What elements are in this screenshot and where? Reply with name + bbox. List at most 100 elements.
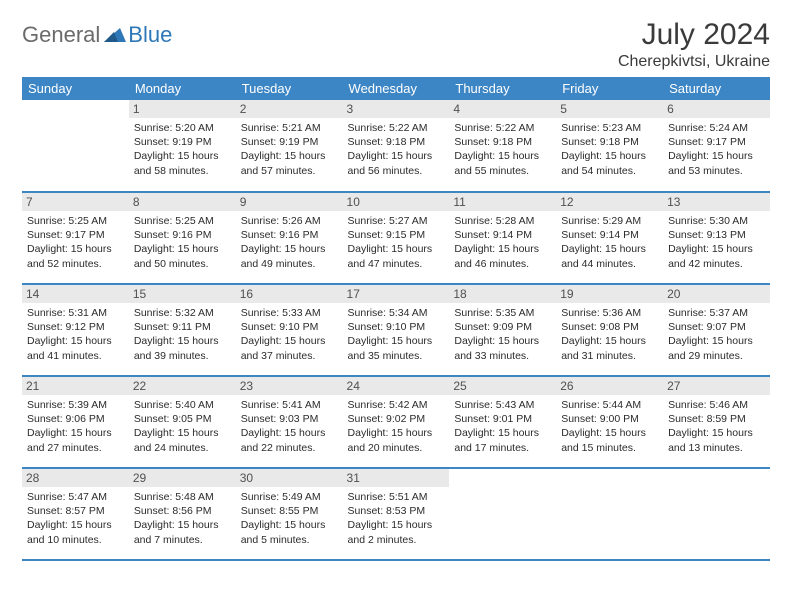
cell-line: Daylight: 15 hours and 52 minutes.: [27, 242, 124, 270]
logo-text-blue: Blue: [128, 22, 172, 48]
day-number: 8: [129, 193, 236, 211]
day-number: 9: [236, 193, 343, 211]
calendar-table: SundayMondayTuesdayWednesdayThursdayFrid…: [22, 77, 770, 561]
day-number: 2: [236, 100, 343, 118]
month-title: July 2024: [618, 18, 770, 51]
cell-line: Sunset: 9:01 PM: [454, 412, 551, 426]
cell-line: Sunrise: 5:24 AM: [668, 121, 765, 135]
cell-line: Daylight: 15 hours and 54 minutes.: [561, 149, 658, 177]
cell-line: Sunset: 8:53 PM: [348, 504, 445, 518]
day-number: 21: [22, 377, 129, 395]
cell-line: Sunrise: 5:35 AM: [454, 306, 551, 320]
weekday-header: Friday: [556, 77, 663, 100]
cell-line: Sunrise: 5:26 AM: [241, 214, 338, 228]
cell-line: Daylight: 15 hours and 27 minutes.: [27, 426, 124, 454]
calendar-cell: 27Sunrise: 5:46 AMSunset: 8:59 PMDayligh…: [663, 376, 770, 468]
cell-content: Sunrise: 5:43 AMSunset: 9:01 PMDaylight:…: [454, 398, 551, 455]
cell-line: Sunset: 9:17 PM: [27, 228, 124, 242]
calendar-cell: 25Sunrise: 5:43 AMSunset: 9:01 PMDayligh…: [449, 376, 556, 468]
calendar-week-row: 1 Sunrise: 5:20 AMSunset: 9:19 PMDaylight…: [22, 100, 770, 192]
calendar-week-row: 28Sunrise: 5:47 AMSunset: 8:57 PMDayligh…: [22, 468, 770, 560]
cell-line: Daylight: 15 hours and 50 minutes.: [134, 242, 231, 270]
cell-line: Sunrise: 5:42 AM: [348, 398, 445, 412]
cell-line: Daylight: 15 hours and 39 minutes.: [134, 334, 231, 362]
cell-content: Sunrise: 5:40 AMSunset: 9:05 PMDaylight:…: [134, 398, 231, 455]
cell-content: Sunrise: 5:36 AMSunset: 9:08 PMDaylight:…: [561, 306, 658, 363]
cell-line: Daylight: 15 hours and 2 minutes.: [348, 518, 445, 546]
cell-line: Daylight: 15 hours and 44 minutes.: [561, 242, 658, 270]
cell-line: Daylight: 15 hours and 22 minutes.: [241, 426, 338, 454]
cell-line: Sunset: 8:59 PM: [668, 412, 765, 426]
day-number: 4: [449, 100, 556, 118]
calendar-head: SundayMondayTuesdayWednesdayThursdayFrid…: [22, 77, 770, 100]
cell-content: Sunrise: 5:32 AMSunset: 9:11 PMDaylight:…: [134, 306, 231, 363]
calendar-cell: 16Sunrise: 5:33 AMSunset: 9:10 PMDayligh…: [236, 284, 343, 376]
day-number: 10: [343, 193, 450, 211]
calendar-cell: 11Sunrise: 5:28 AMSunset: 9:14 PMDayligh…: [449, 192, 556, 284]
day-number: 6: [663, 100, 770, 118]
cell-content: Sunrise: 5:44 AMSunset: 9:00 PMDaylight:…: [561, 398, 658, 455]
cell-line: Daylight: 15 hours and 47 minutes.: [348, 242, 445, 270]
cell-line: Sunset: 9:16 PM: [134, 228, 231, 242]
cell-content: Sunrise: 5:42 AMSunset: 9:02 PMDaylight:…: [348, 398, 445, 455]
cell-line: Sunrise: 5:43 AM: [454, 398, 551, 412]
cell-content: Sunrise: 5:24 AMSunset: 9:17 PMDaylight:…: [668, 121, 765, 178]
cell-line: Sunrise: 5:40 AM: [134, 398, 231, 412]
cell-content: Sunrise: 5:35 AMSunset: 9:09 PMDaylight:…: [454, 306, 551, 363]
day-number: 19: [556, 285, 663, 303]
calendar-cell: 22Sunrise: 5:40 AMSunset: 9:05 PMDayligh…: [129, 376, 236, 468]
calendar-cell: 24Sunrise: 5:42 AMSunset: 9:02 PMDayligh…: [343, 376, 450, 468]
cell-content: Sunrise: 5:25 AMSunset: 9:17 PMDaylight:…: [27, 214, 124, 271]
day-number: 17: [343, 285, 450, 303]
day-number: 27: [663, 377, 770, 395]
calendar-cell: 20Sunrise: 5:37 AMSunset: 9:07 PMDayligh…: [663, 284, 770, 376]
cell-line: Daylight: 15 hours and 5 minutes.: [241, 518, 338, 546]
cell-content: Sunrise: 5:21 AMSunset: 9:19 PMDaylight:…: [241, 121, 338, 178]
cell-line: Sunset: 9:05 PM: [134, 412, 231, 426]
cell-line: Sunrise: 5:25 AM: [134, 214, 231, 228]
weekday-header: Sunday: [22, 77, 129, 100]
calendar-cell: [22, 100, 129, 192]
cell-line: Sunrise: 5:39 AM: [27, 398, 124, 412]
cell-line: Sunrise: 5:22 AM: [454, 121, 551, 135]
cell-line: Sunset: 9:15 PM: [348, 228, 445, 242]
cell-line: Sunset: 9:14 PM: [561, 228, 658, 242]
cell-content: Sunrise: 5:20 AMSunset: 9:19 PMDaylight:…: [134, 121, 231, 178]
day-number: 23: [236, 377, 343, 395]
calendar-cell: 10 Sunrise: 5:27 AMSunset: 9:15 PMDayligh…: [343, 192, 450, 284]
cell-content: Sunrise: 5:39 AMSunset: 9:06 PMDaylight:…: [27, 398, 124, 455]
cell-line: Sunset: 9:00 PM: [561, 412, 658, 426]
cell-line: Sunrise: 5:27 AM: [348, 214, 445, 228]
day-number: 16: [236, 285, 343, 303]
cell-line: Sunrise: 5:47 AM: [27, 490, 124, 504]
cell-line: Sunset: 9:18 PM: [348, 135, 445, 149]
cell-line: Sunrise: 5:22 AM: [348, 121, 445, 135]
day-number: 1: [129, 100, 236, 118]
cell-line: Sunrise: 5:46 AM: [668, 398, 765, 412]
cell-line: Sunrise: 5:44 AM: [561, 398, 658, 412]
calendar-cell: 15Sunrise: 5:32 AMSunset: 9:11 PMDayligh…: [129, 284, 236, 376]
cell-line: Sunset: 9:10 PM: [241, 320, 338, 334]
day-number: 14: [22, 285, 129, 303]
cell-line: Sunrise: 5:41 AM: [241, 398, 338, 412]
cell-line: Sunset: 9:06 PM: [27, 412, 124, 426]
cell-line: Daylight: 15 hours and 29 minutes.: [668, 334, 765, 362]
cell-line: Sunset: 9:19 PM: [241, 135, 338, 149]
calendar-cell: 26 Sunrise: 5:44 AMSunset: 9:00 PMDayligh…: [556, 376, 663, 468]
cell-line: Sunset: 9:03 PM: [241, 412, 338, 426]
cell-line: Sunset: 9:18 PM: [561, 135, 658, 149]
logo-mark-icon: [104, 24, 126, 47]
cell-line: Sunset: 9:09 PM: [454, 320, 551, 334]
cell-content: Sunrise: 5:22 AMSunset: 9:18 PMDaylight:…: [454, 121, 551, 178]
day-number: 7: [22, 193, 129, 211]
cell-line: Daylight: 15 hours and 7 minutes.: [134, 518, 231, 546]
day-number: 29: [129, 469, 236, 487]
calendar-cell: 7 Sunrise: 5:25 AMSunset: 9:17 PMDaylight…: [22, 192, 129, 284]
cell-line: Daylight: 15 hours and 33 minutes.: [454, 334, 551, 362]
cell-line: Sunrise: 5:34 AM: [348, 306, 445, 320]
cell-line: Daylight: 15 hours and 20 minutes.: [348, 426, 445, 454]
day-number: 18: [449, 285, 556, 303]
day-number: 26: [556, 377, 663, 395]
calendar-cell: 19 Sunrise: 5:36 AMSunset: 9:08 PMDayligh…: [556, 284, 663, 376]
calendar-week-row: 7Sunrise: 5:25 AMSunset: 9:17 PMDaylight…: [22, 192, 770, 284]
